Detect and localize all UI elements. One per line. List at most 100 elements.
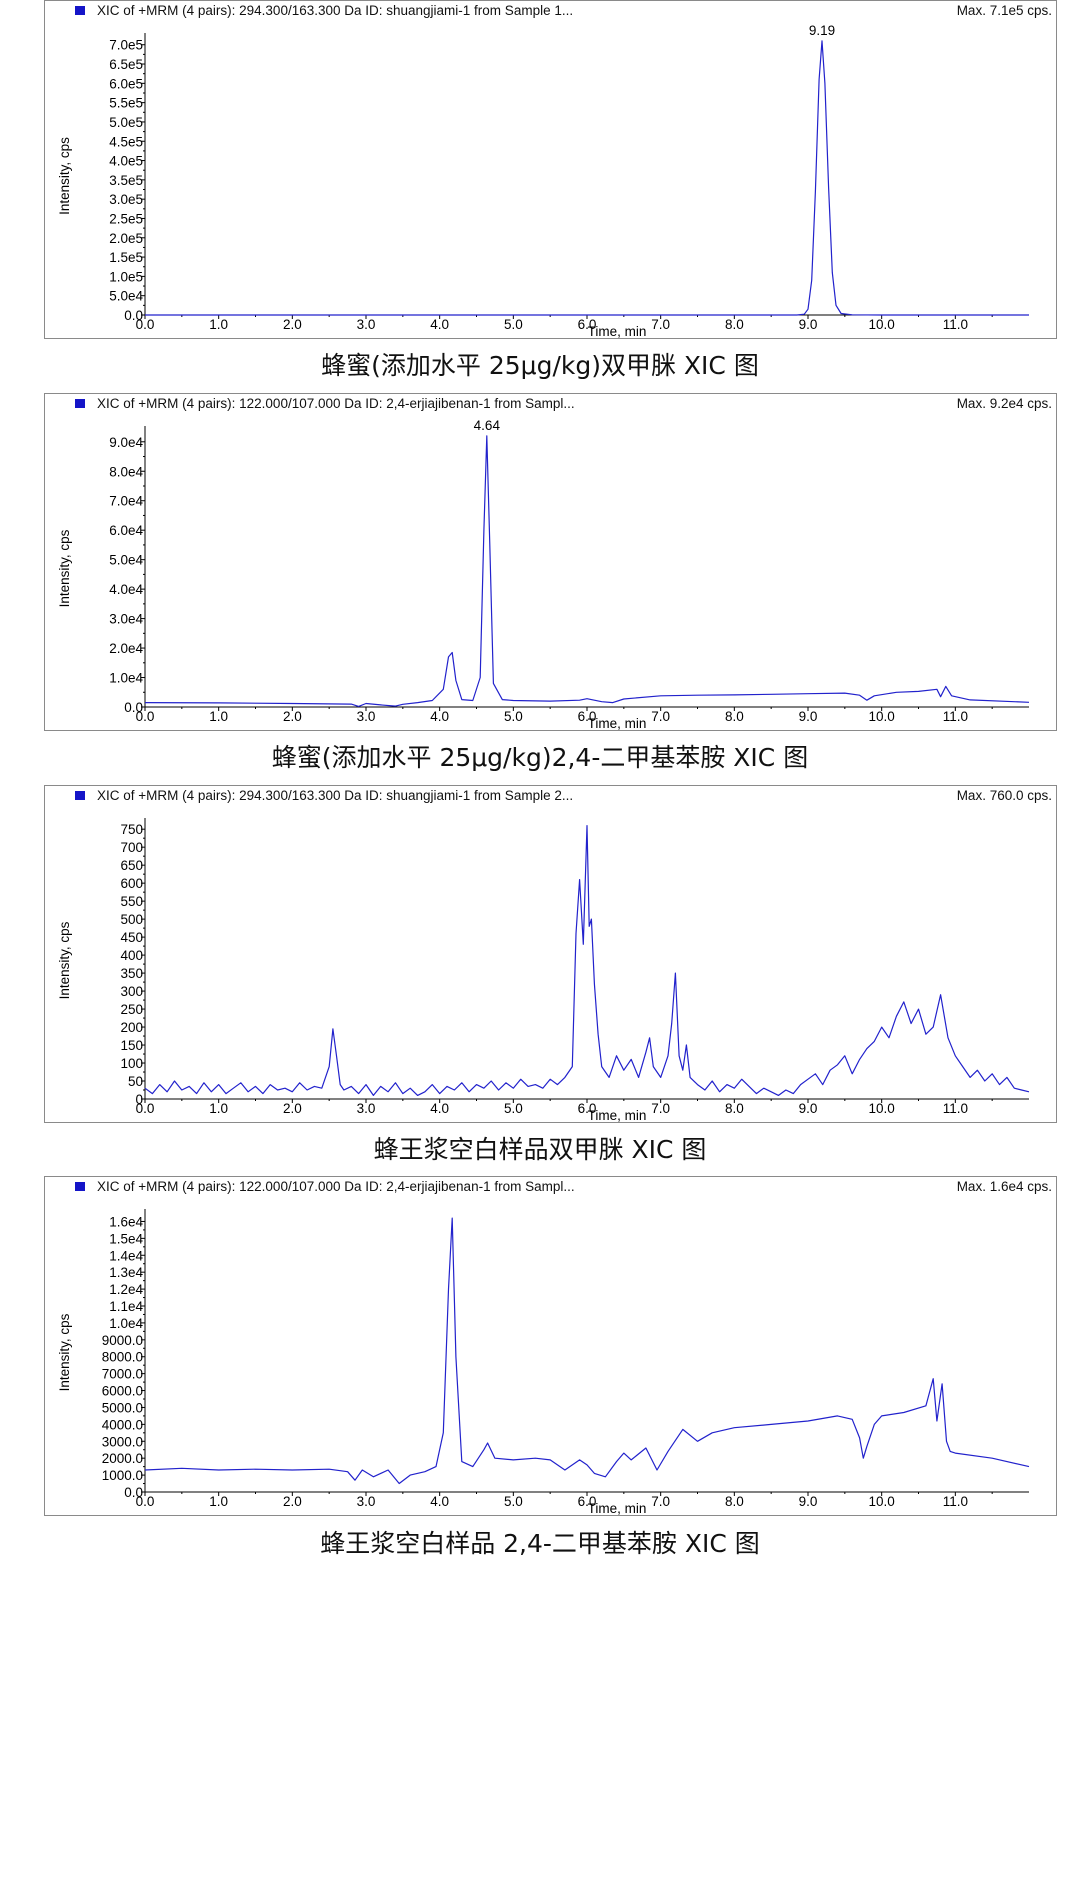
y-tick-label: 400 — [120, 948, 143, 963]
y-tick-label: 1.0e4 — [109, 671, 143, 686]
x-tick-label: 8.0 — [725, 709, 744, 724]
x-tick-label: 1.0 — [209, 1101, 228, 1116]
y-tick-label: 4.0e5 — [109, 154, 143, 169]
y-tick-label: 5.5e5 — [109, 96, 143, 111]
y-tick-label: 1.5e5 — [109, 250, 143, 265]
y-tick-label: 5000.0 — [102, 1400, 143, 1415]
x-tick-label: 6.0 — [578, 1494, 597, 1509]
x-tick-label: 4.0 — [430, 1101, 449, 1116]
y-tick-label: 4.0e4 — [109, 582, 143, 597]
x-tick-label: 0.0 — [136, 709, 155, 724]
x-tick-label: 5.0 — [504, 1494, 523, 1509]
y-tick-label: 1.0e4 — [109, 1316, 143, 1331]
x-tick-label: 10.0 — [869, 709, 895, 724]
panel-header: XIC of +MRM (4 pairs): 294.300/163.300 D… — [97, 3, 574, 18]
x-axis-title: Time, min — [588, 324, 647, 338]
y-tick-label: 1.5e4 — [109, 1231, 143, 1246]
x-tick-label: 0.0 — [136, 1494, 155, 1509]
x-tick-label: 5.0 — [504, 709, 523, 724]
chart-svg: 0.0 5.0e4 1.0e5 1.5e5 2.0e5 2.5e5 3.0e5 3.5e5 4.… — [57, 23, 1029, 338]
x-tick-label: 11.0 — [943, 317, 968, 332]
peak-retention-label: 9.19 — [809, 23, 835, 38]
x-tick-label: 1.0 — [209, 709, 228, 724]
y-tick-label: 150 — [120, 1038, 143, 1053]
y-tick-label: 250 — [120, 1002, 143, 1017]
y-tick-label: 3.5e5 — [109, 173, 143, 188]
y-tick-label: 0.0 — [124, 308, 143, 323]
chart-svg: 0.0 1.0e4 2.0e4 3.0e4 4.0e4 5.0e4 6.0e4 7.0e4 8.… — [57, 418, 1030, 730]
x-tick-label: 11.0 — [943, 709, 968, 724]
max-intensity-label: Max. 1.6e4 cps. — [956, 1179, 1052, 1194]
x-tick-label: 2.0 — [283, 1494, 302, 1509]
x-tick-label: 2.0 — [283, 709, 302, 724]
y-tick-label: 200 — [120, 1020, 143, 1035]
x-tick-label: 2.0 — [283, 1101, 302, 1116]
y-tick-label: 8.0e4 — [109, 464, 143, 479]
y-tick-label: 1.6e4 — [109, 1214, 143, 1229]
y-tick-label: 6.5e5 — [109, 57, 143, 72]
y-tick-label: 6.0e5 — [109, 76, 143, 91]
y-axis-title: Intensity, cps — [57, 1313, 72, 1391]
y-tick-label: 4000.0 — [102, 1417, 143, 1432]
figure-caption: 蜂蜜(添加水平 25μg/kg)双甲脒 XIC 图 — [321, 351, 759, 380]
chromatogram-trace — [144, 1217, 1030, 1485]
y-tick-label: 1000.0 — [102, 1468, 143, 1483]
x-tick-label: 8.0 — [725, 317, 744, 332]
x-tick-label: 3.0 — [357, 709, 376, 724]
y-tick-label: 1.2e4 — [109, 1282, 143, 1297]
x-tick-label: 6.0 — [578, 1101, 597, 1116]
x-tick-label: 3.0 — [357, 317, 376, 332]
x-tick-label: 0.0 — [136, 317, 155, 332]
trace-color-marker-icon — [75, 791, 85, 800]
x-axis-title: Time, min — [588, 716, 647, 730]
y-tick-label: 700 — [120, 840, 143, 855]
x-tick-label: 7.0 — [651, 1101, 670, 1116]
x-tick-label: 4.0 — [430, 317, 449, 332]
chromatogram-panel-amitraz-royal-jelly: XIC of +MRM (4 pairs): 294.300/163.300 D… — [44, 785, 1057, 1123]
panel-header: XIC of +MRM (4 pairs): 122.000/107.000 D… — [97, 396, 575, 411]
max-intensity-label: Max. 9.2e4 cps. — [956, 396, 1052, 411]
y-tick-label: 7.0e5 — [109, 38, 143, 53]
y-tick-label: 9000.0 — [102, 1333, 143, 1348]
y-axis-title: Intensity, cps — [57, 921, 72, 999]
x-tick-label: 4.0 — [430, 709, 449, 724]
y-tick-label: 5.0e5 — [109, 115, 143, 130]
y-tick-label: 3000.0 — [102, 1434, 143, 1449]
panel-header: XIC of +MRM (4 pairs): 122.000/107.000 D… — [97, 1179, 575, 1194]
x-tick-label: 0.0 — [136, 1101, 155, 1116]
x-tick-label: 5.0 — [504, 1101, 523, 1116]
y-tick-label: 450 — [120, 930, 143, 945]
y-tick-label: 2.0e5 — [109, 231, 143, 246]
y-tick-label: 350 — [120, 966, 143, 981]
x-tick-label: 1.0 — [209, 317, 228, 332]
chromatogram-trace — [145, 40, 1029, 316]
y-tick-label: 0.0 — [124, 700, 143, 715]
y-tick-label: 1.4e4 — [109, 1248, 143, 1263]
x-tick-label: 10.0 — [869, 317, 895, 332]
y-tick-label: 1.3e4 — [109, 1265, 143, 1280]
x-tick-label: 11.0 — [943, 1101, 968, 1116]
chromatogram-trace — [144, 824, 1030, 1096]
y-tick-label: 300 — [120, 984, 143, 999]
x-tick-label: 9.0 — [799, 317, 818, 332]
x-tick-label: 9.0 — [799, 1101, 818, 1116]
x-axis-title: Time, min — [588, 1501, 647, 1515]
y-tick-label: 600 — [120, 876, 143, 891]
y-tick-label: 9.0e4 — [109, 435, 143, 450]
x-tick-label: 3.0 — [357, 1101, 376, 1116]
y-axis-title: Intensity, cps — [57, 137, 72, 215]
y-tick-label: 650 — [120, 858, 143, 873]
y-tick-label: 50 — [128, 1074, 143, 1089]
y-axis-title: Intensity, cps — [57, 529, 72, 607]
max-intensity-label: Max. 7.1e5 cps. — [956, 3, 1052, 18]
y-tick-label: 4.5e5 — [109, 134, 143, 149]
figure-caption: 蜂王浆空白样品 2,4-二甲基苯胺 XIC 图 — [320, 1529, 760, 1558]
figure-caption: 蜂蜜(添加水平 25μg/kg)2,4-二甲基苯胺 XIC 图 — [271, 743, 809, 772]
y-tick-label: 8000.0 — [102, 1350, 143, 1365]
x-tick-label: 7.0 — [651, 709, 670, 724]
trace-color-marker-icon — [75, 6, 85, 15]
y-tick-label: 500 — [120, 912, 143, 927]
x-tick-label: 4.0 — [430, 1494, 449, 1509]
y-tick-label: 6.0e4 — [109, 523, 143, 538]
